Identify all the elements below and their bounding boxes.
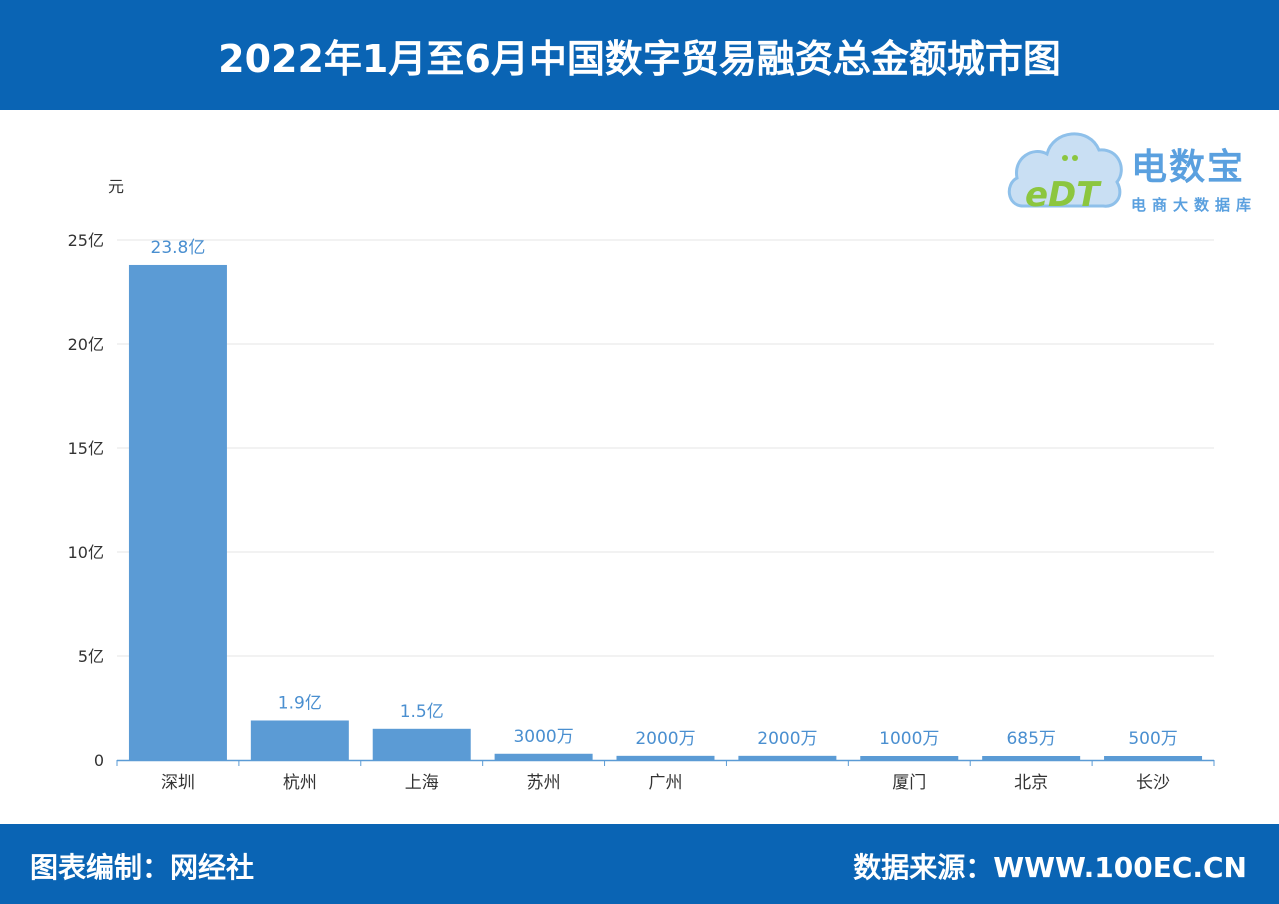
x-tick-label: 深圳 [161,773,195,793]
grid-lines [117,239,1214,657]
data-label: 500万 [1128,729,1177,749]
bar [494,753,593,760]
x-tick-label: 北京 [1014,773,1048,793]
x-tick-label: 杭州 [283,773,317,793]
x-tick-label: 苏州 [527,773,561,793]
x-tick-label: 长沙 [1136,773,1170,793]
data-label: 1.5亿 [400,702,444,722]
logo-mark: eDT [1025,175,1102,215]
x-axis-ticks: 深圳 杭州 上海 苏州 广州 厦门 北京 长沙 [116,760,1215,793]
x-tick-label: 广州 [649,773,683,793]
data-label: 23.8亿 [151,238,206,258]
y-tick-label: 0 [94,751,104,770]
data-label: 3000万 [513,727,573,747]
brand-logo: eDT 电数宝 电商大数据库 [1003,118,1268,218]
data-label: 685万 [1006,729,1055,749]
x-tick-label: 上海 [405,773,439,793]
bar-chart: 23.8亿 1.9亿 1.5亿 3000万 2000万 2000万 1000万 685万 500… [68,177,1215,793]
header-bar: 2022年1月至6月中国数字贸易融资总金额城市图 [0,0,1279,110]
y-tick-label: 15亿 [68,439,104,458]
bar [250,720,349,760]
data-label: 2000万 [757,729,817,749]
y-tick-label: 10亿 [68,543,104,562]
x-tick-label: 厦门 [892,773,926,793]
bar [128,264,227,760]
data-label: 1.9亿 [278,693,322,713]
logo-brand: 电数宝 [1131,147,1246,188]
data-label: 2000万 [635,729,695,749]
y-axis-ticks: 0 5亿 10亿 15亿 20亿 25亿 [68,231,104,770]
bar [982,756,1081,760]
bar [616,755,715,760]
bar [738,755,837,760]
bar [860,756,959,760]
data-label: 1000万 [879,729,939,749]
cloud-logo-icon: eDT [1007,132,1123,215]
y-axis-unit: 元 [108,177,124,196]
y-tick-label: 25亿 [68,231,104,250]
data-labels: 23.8亿 1.9亿 1.5亿 3000万 2000万 2000万 1000万 685万 500… [151,238,1178,749]
footer-credit: 图表编制：网经社 [30,851,255,884]
bar [1104,756,1203,760]
footer-bar: 图表编制：网经社 数据来源：WWW.100EC.CN [0,824,1279,904]
page-title: 2022年1月至6月中国数字贸易融资总金额城市图 [218,36,1061,81]
bars [128,264,1203,760]
bar [372,728,471,760]
logo-subtitle: 电商大数据库 [1131,196,1258,214]
y-tick-label: 20亿 [68,335,104,354]
footer-source: 数据来源：WWW.100EC.CN [853,851,1247,884]
y-tick-label: 5亿 [78,647,104,666]
